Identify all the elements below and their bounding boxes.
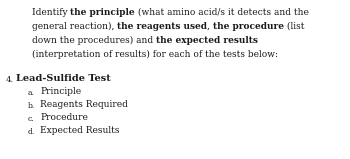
- Text: 4.: 4.: [6, 76, 14, 84]
- Text: the reagents used: the reagents used: [117, 22, 207, 31]
- Text: Expected Results: Expected Results: [40, 126, 119, 135]
- Text: the procedure: the procedure: [213, 22, 284, 31]
- Text: Identify: Identify: [32, 8, 70, 17]
- Text: Procedure: Procedure: [40, 113, 88, 122]
- Text: the expected results: the expected results: [156, 36, 258, 45]
- Text: (list: (list: [284, 22, 304, 31]
- Text: the principle: the principle: [70, 8, 135, 17]
- Text: c.: c.: [28, 115, 35, 123]
- Text: down the procedures) and: down the procedures) and: [32, 36, 156, 45]
- Text: d.: d.: [28, 128, 35, 136]
- Text: a.: a.: [28, 89, 35, 97]
- Text: Lead-Sulfide Test: Lead-Sulfide Test: [16, 74, 111, 83]
- Text: b.: b.: [28, 102, 35, 110]
- Text: general reaction),: general reaction),: [32, 22, 117, 31]
- Text: Principle: Principle: [40, 87, 81, 96]
- Text: (interpretation of results) for each of the tests below:: (interpretation of results) for each of …: [32, 50, 278, 59]
- Text: (what amino acid/s it detects and the: (what amino acid/s it detects and the: [135, 8, 309, 17]
- Text: Reagents Required: Reagents Required: [40, 100, 128, 109]
- Text: ,: ,: [207, 22, 213, 31]
